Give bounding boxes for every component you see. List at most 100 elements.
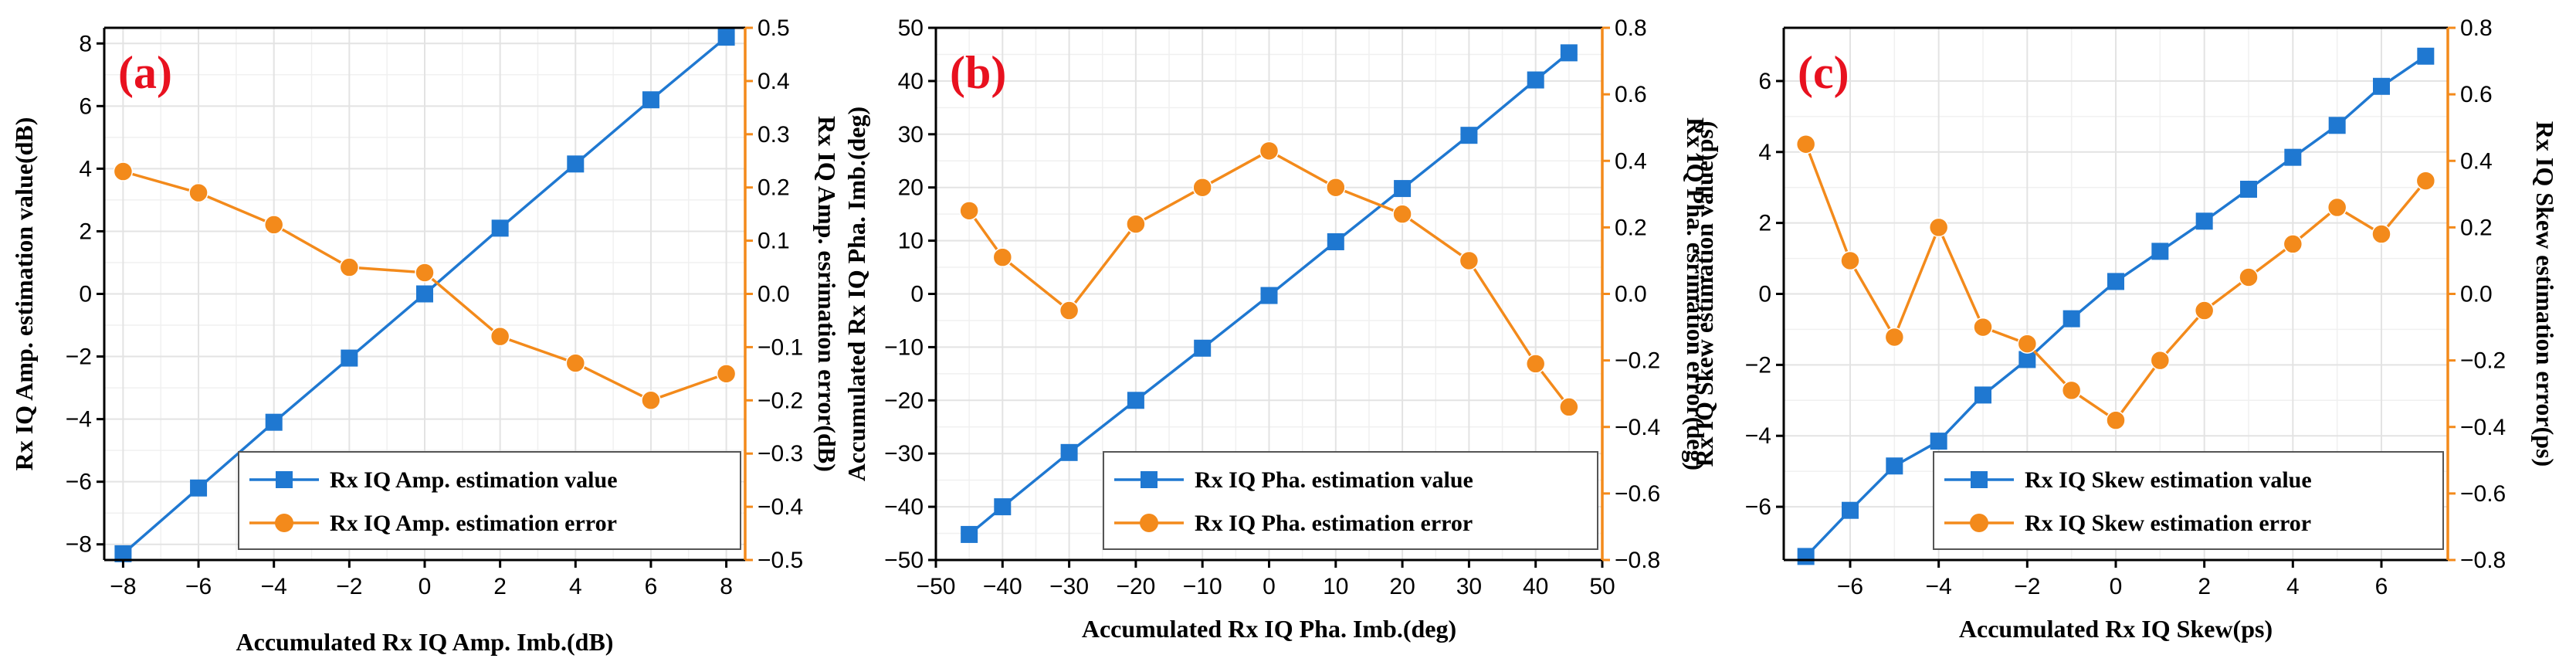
y-tick-label: 4 — [79, 156, 92, 182]
y2-tick-label: −0.2 — [2460, 348, 2506, 374]
y2-tick-label: −0.8 — [1615, 548, 1660, 573]
x-tick-label: 50 — [1589, 574, 1615, 599]
y-tick-label: −10 — [884, 334, 924, 360]
y2-tick-label: −0.2 — [758, 388, 803, 413]
data-point-circle — [188, 182, 208, 203]
y-tick-label: 4 — [1758, 140, 1771, 165]
y-tick-label: 0 — [79, 282, 92, 307]
data-point-square — [2328, 117, 2346, 134]
x-tick-label: −20 — [1116, 574, 1155, 599]
data-point-square — [114, 545, 132, 562]
data-point-square — [1842, 501, 1859, 519]
y2-tick-label: 0.2 — [2460, 215, 2493, 240]
data-point-circle — [1326, 177, 1346, 198]
data-point-square — [2417, 47, 2435, 65]
x-tick-label: 0 — [419, 574, 432, 599]
x-tick-label: −2 — [2014, 574, 2040, 599]
x-tick-label: 4 — [569, 574, 582, 599]
y2-tick-label: −0.6 — [1615, 481, 1660, 507]
y2-tick-label: 0.8 — [2460, 15, 2493, 41]
x-tick-label: −4 — [1926, 574, 1952, 599]
legend-label-2: Rx IQ Pha. estimation error — [1195, 511, 1473, 536]
data-point-square — [1797, 548, 1815, 565]
data-point-square — [491, 219, 509, 237]
x-tick-label: −2 — [336, 574, 362, 599]
data-point-circle — [1459, 250, 1480, 271]
data-point-square — [642, 91, 659, 109]
data-point-square — [994, 498, 1012, 516]
y-tick-label: −40 — [884, 494, 924, 520]
data-point-square — [961, 525, 978, 543]
data-point-square — [2062, 310, 2080, 328]
data-point-circle — [2239, 267, 2259, 287]
legend-label-1: Rx IQ Pha. estimation value — [1195, 467, 1473, 493]
data-point-square — [1886, 457, 1903, 475]
data-point-circle — [1525, 354, 1546, 374]
y-tick-label: −50 — [884, 548, 924, 573]
y2-tick-label: −0.2 — [1615, 348, 1660, 374]
x-axis-title: Accumulated Rx IQ Pha. Imb.(deg) — [1082, 615, 1456, 643]
y2-tick-label: 0.3 — [758, 122, 790, 148]
x-tick-label: 0 — [1263, 574, 1276, 599]
legend-marker-square — [1141, 471, 1158, 488]
y2-tick-label: 0.1 — [758, 229, 790, 254]
data-point-circle — [992, 247, 1013, 267]
data-point-circle — [716, 364, 737, 384]
y2-axis-title: Rx IQ Amp. esrimation error(dB) — [813, 116, 841, 472]
y2-tick-label: 0.4 — [2460, 148, 2493, 174]
data-point-square — [2018, 351, 2036, 368]
x-tick-label: −30 — [1049, 574, 1089, 599]
x-tick-label: 20 — [1389, 574, 1415, 599]
y2-tick-label: 0.4 — [758, 69, 790, 94]
y-axis-title: Accumulated Rx IQ Pha. Imb.(deg) — [842, 107, 870, 481]
x-tick-label: 6 — [2375, 574, 2388, 599]
chart-panel-3: −6 −4 −2 0 2 4 6 −6 −4 −2 0 2 4 6 −0.8 −0.6 −0.4 −0.2 0.0 0… — [1690, 15, 2559, 643]
data-point-square — [265, 413, 283, 431]
y-tick-label: 20 — [898, 175, 924, 201]
data-point-square — [1394, 180, 1412, 198]
data-point-circle — [2371, 224, 2391, 244]
data-point-square — [1260, 287, 1278, 304]
data-point-circle — [1392, 204, 1412, 224]
data-point-circle — [1126, 214, 1146, 234]
data-point-circle — [113, 161, 134, 182]
legend-label-2: Rx IQ Skew estimation error — [2025, 511, 2311, 536]
data-point-square — [1974, 386, 1991, 404]
y-axis-title: Rx IQ Amp. estimation value(dB) — [10, 117, 38, 471]
x-tick-label: −6 — [185, 574, 212, 599]
y-tick-label: 2 — [79, 219, 92, 244]
y-axis-title: Rx IQ Skew estimation value(ps) — [1690, 120, 1718, 467]
legend-box — [238, 451, 741, 550]
y-tick-label: 8 — [79, 31, 92, 56]
y2-axis-title: Rx IQ Skew estimation error(ps) — [2531, 121, 2559, 467]
x-tick-label: −8 — [110, 574, 136, 599]
data-point-circle — [641, 390, 661, 411]
data-point-square — [1327, 232, 1344, 250]
data-point-circle — [1795, 134, 1816, 154]
y-tick-label: −2 — [66, 344, 92, 370]
data-point-square — [717, 29, 735, 46]
y-tick-label: −8 — [66, 532, 92, 558]
chart-panel-2: −50 −40 −30 −20 −10 0 10 20 30 40 50 −50 −40 −30 −20 −1… — [842, 15, 1710, 643]
y2-tick-label: −0.8 — [2460, 548, 2506, 573]
x-tick-label: 2 — [2198, 574, 2211, 599]
x-axis-title: Accumulated Rx IQ Skew(ps) — [1959, 615, 2273, 643]
legend-box — [1933, 451, 2444, 550]
x-tick-label: 4 — [2286, 574, 2300, 599]
y-tick-label: −20 — [884, 388, 924, 413]
x-tick-label: −6 — [1837, 574, 1863, 599]
x-tick-label: −50 — [917, 574, 956, 599]
x-tick-label: 2 — [493, 574, 507, 599]
data-point-circle — [2061, 380, 2082, 401]
legend: Rx IQ Skew estimation value Rx IQ Skew es… — [1933, 451, 2444, 550]
x-tick-label: 30 — [1456, 574, 1482, 599]
y2-tick-label: 0.0 — [758, 282, 790, 307]
data-point-square — [1560, 44, 1578, 62]
legend-label-2: Rx IQ Amp. estimation error — [330, 511, 617, 536]
data-point-square — [567, 155, 585, 173]
legend-marker-circle — [1970, 514, 1988, 532]
y-tick-label: 30 — [898, 122, 924, 148]
data-point-circle — [1259, 141, 1280, 161]
data-point-square — [1460, 127, 1478, 144]
